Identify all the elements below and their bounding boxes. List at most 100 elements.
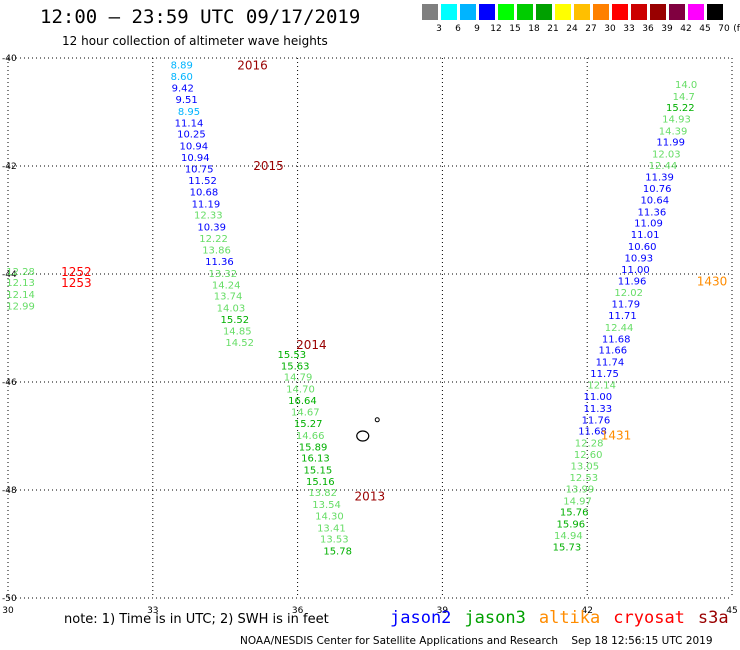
swh-reading: 11.39 xyxy=(645,172,674,183)
lat-tick-label: -48 xyxy=(2,486,17,496)
swh-reading: 11.00 xyxy=(583,392,612,403)
swh-reading: 15.63 xyxy=(281,361,310,372)
lon-tick-label: 30 xyxy=(2,606,14,616)
swh-reading: 15.52 xyxy=(221,315,250,326)
swh-reading: 13.82 xyxy=(308,488,337,499)
swh-reading: 15.22 xyxy=(666,103,695,114)
swh-reading: 14.30 xyxy=(315,511,344,522)
swh-reading: 10.76 xyxy=(643,184,672,195)
island-outline xyxy=(374,417,380,423)
legend-item-jason3: jason3 xyxy=(464,608,526,628)
swh-reading: 16.13 xyxy=(301,454,330,465)
swh-reading: 11.79 xyxy=(611,300,640,311)
color-swatch xyxy=(650,4,666,20)
color-swatch xyxy=(669,4,685,20)
pass-time-label: 2015 xyxy=(253,159,284,173)
color-scale-label: 15 xyxy=(509,24,521,34)
swh-reading: 14.94 xyxy=(554,531,583,542)
color-swatch xyxy=(707,4,723,20)
legend-item-altika: altika xyxy=(538,608,601,628)
color-swatch xyxy=(593,4,609,20)
lon-tick-label: 42 xyxy=(581,606,592,616)
swh-reading: 12.28 xyxy=(575,438,604,449)
color-scale-label: 12 xyxy=(490,24,502,34)
pass-time-label: 1252 xyxy=(61,265,92,279)
color-scale-label: 6 xyxy=(455,24,461,34)
swh-reading: 14.85 xyxy=(223,327,252,338)
swh-reading: 16.64 xyxy=(288,396,317,407)
swh-reading: 15.89 xyxy=(299,442,328,453)
pass-time-label: 1430 xyxy=(697,274,728,288)
swh-reading: 11.75 xyxy=(590,369,619,380)
pass-time-label: 1431 xyxy=(601,428,632,442)
swh-reading: 11.74 xyxy=(596,357,625,368)
swh-reading: 11.14 xyxy=(175,118,204,129)
swh-reading: 14.52 xyxy=(225,338,254,349)
lat-tick-label: -40 xyxy=(2,54,17,64)
legend-item-s3a: s3a xyxy=(697,608,729,628)
swh-reading: 10.25 xyxy=(177,130,206,141)
color-swatch xyxy=(479,4,495,20)
swh-reading: 15.73 xyxy=(553,543,582,554)
swh-reading: 10.68 xyxy=(190,187,219,198)
swh-reading: 13.99 xyxy=(566,484,595,495)
color-swatch xyxy=(517,4,533,20)
swh-reading: 12.14 xyxy=(6,290,35,301)
swh-reading: 15.96 xyxy=(556,519,585,530)
lat-tick-label: -46 xyxy=(2,378,17,388)
swh-reading: 12.02 xyxy=(614,288,643,299)
swh-reading: 11.66 xyxy=(598,346,627,357)
swh-reading: 10.64 xyxy=(640,195,669,206)
swh-reading: 14.93 xyxy=(662,114,691,125)
swh-reading: 15.53 xyxy=(277,350,306,361)
swh-reading: 10.93 xyxy=(625,253,654,264)
lon-tick-label: 33 xyxy=(147,606,158,616)
color-swatch xyxy=(422,4,438,20)
swh-reading: 11.19 xyxy=(192,199,221,210)
swh-reading: 11.76 xyxy=(582,415,611,426)
swh-reading: 10.39 xyxy=(197,222,226,233)
color-swatch xyxy=(460,4,476,20)
swh-reading: 11.36 xyxy=(638,207,667,218)
satellite-legend: jason2 jason3 altika cryosat s3a xyxy=(390,608,740,628)
swh-reading: 11.71 xyxy=(608,311,637,322)
swh-reading: 14.7 xyxy=(673,92,695,103)
legend-item-cryosat: cryosat xyxy=(613,608,685,628)
swh-reading: 11.01 xyxy=(631,230,660,241)
swh-reading: 14.97 xyxy=(563,496,592,507)
color-swatch xyxy=(498,4,514,20)
color-scale-label: 36 xyxy=(642,24,654,34)
swh-reading: 12.22 xyxy=(199,234,228,245)
color-scale-label: 18 xyxy=(528,24,540,34)
swh-reading: 12.13 xyxy=(6,278,35,289)
swh-reading: 13.05 xyxy=(570,462,599,473)
swh-reading: 12.14 xyxy=(587,381,616,392)
color-scale-label: 33 xyxy=(623,24,635,34)
swh-reading: 11.00 xyxy=(621,265,650,276)
swh-reading: 13.32 xyxy=(208,269,237,280)
swh-reading: 15.16 xyxy=(306,477,335,488)
swh-reading: 14.03 xyxy=(217,303,246,314)
color-scale-label: 45 xyxy=(699,24,711,34)
color-scale-label: 9 xyxy=(474,24,480,34)
swh-reading: 8.89 xyxy=(171,60,193,71)
color-scale-label: 70 xyxy=(718,24,730,34)
lon-tick-label: 45 xyxy=(726,606,737,616)
swh-reading: 13.54 xyxy=(312,500,341,511)
lat-tick-label: -44 xyxy=(2,270,17,280)
swh-reading: 11.68 xyxy=(602,334,631,345)
swh-reading: 11.33 xyxy=(583,404,612,415)
swh-reading: 15.27 xyxy=(294,419,323,430)
swh-reading: 15.76 xyxy=(560,508,589,519)
color-scale-label: 27 xyxy=(585,24,597,34)
swh-reading: 10.94 xyxy=(180,141,209,152)
color-scale-label: 30 xyxy=(604,24,616,34)
color-scale-label: 3 xyxy=(436,24,442,34)
color-scale-label: 39 xyxy=(661,24,673,34)
units-note: note: 1) Time is in UTC; 2) SWH is in fe… xyxy=(64,612,329,627)
swh-reading: 11.36 xyxy=(205,257,234,268)
swh-reading: 11.09 xyxy=(634,219,663,230)
color-swatch xyxy=(536,4,552,20)
swh-reading: 12.60 xyxy=(574,450,603,461)
